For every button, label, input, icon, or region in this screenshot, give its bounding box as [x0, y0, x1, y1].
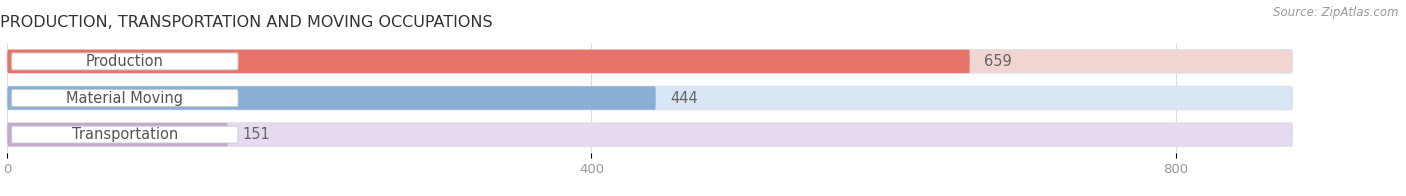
FancyBboxPatch shape — [7, 86, 655, 110]
FancyBboxPatch shape — [7, 86, 1292, 110]
Text: 444: 444 — [671, 91, 697, 105]
Text: 151: 151 — [242, 127, 270, 142]
Text: Material Moving: Material Moving — [66, 91, 183, 105]
FancyBboxPatch shape — [7, 123, 228, 146]
FancyBboxPatch shape — [11, 53, 238, 70]
Text: 659: 659 — [984, 54, 1012, 69]
Text: Source: ZipAtlas.com: Source: ZipAtlas.com — [1274, 6, 1399, 19]
Text: Production: Production — [86, 54, 165, 69]
FancyBboxPatch shape — [11, 90, 238, 106]
FancyBboxPatch shape — [11, 126, 238, 143]
Text: Transportation: Transportation — [72, 127, 179, 142]
FancyBboxPatch shape — [7, 50, 1292, 73]
FancyBboxPatch shape — [7, 123, 1292, 146]
FancyBboxPatch shape — [7, 50, 970, 73]
Text: PRODUCTION, TRANSPORTATION AND MOVING OCCUPATIONS: PRODUCTION, TRANSPORTATION AND MOVING OC… — [0, 15, 492, 30]
